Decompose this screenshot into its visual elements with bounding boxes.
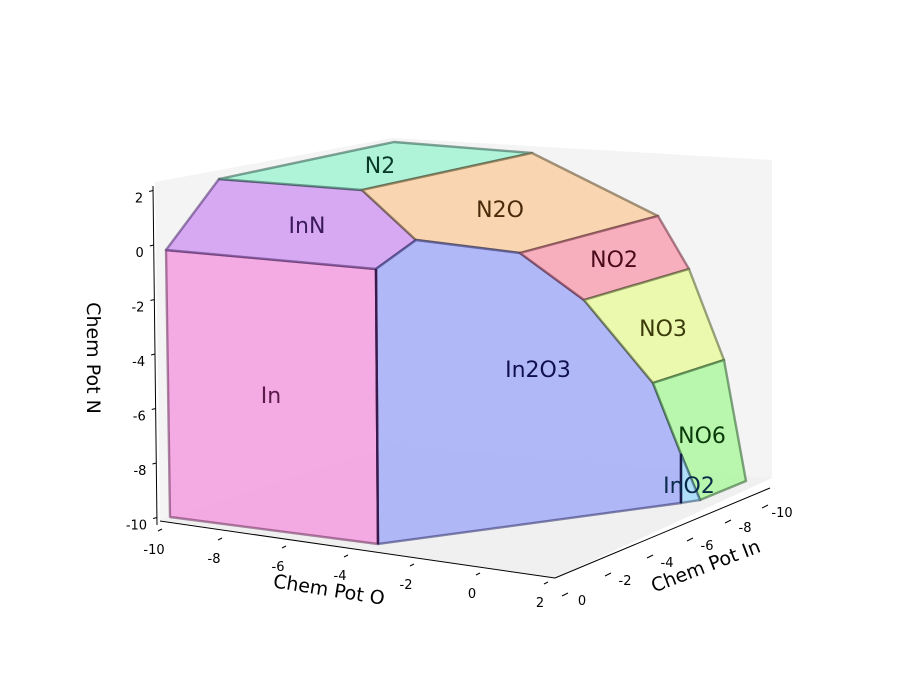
x-tick-label: -4	[661, 556, 674, 571]
region-label-n2: N2	[365, 154, 395, 179]
x-tick-label: -2	[619, 574, 632, 589]
x-tick-label: -10	[771, 506, 792, 521]
y-tick-mark	[157, 528, 163, 532]
y-tick-label: 0	[468, 587, 476, 602]
region-label-inn: InN	[289, 214, 326, 239]
x-axis-line	[554, 487, 771, 579]
y-tick-mark	[281, 545, 287, 549]
z-tick-label: -2	[131, 301, 144, 316]
front-edge	[374, 268, 380, 545]
y-tick-label: -2	[400, 578, 413, 593]
y-tick-label: -10	[143, 543, 164, 558]
region-faces	[164, 140, 748, 546]
z-tick-mark	[150, 353, 156, 356]
z-tick-mark	[152, 517, 158, 519]
y-tick-label: -6	[272, 560, 285, 575]
region-label-n2o: N2O	[476, 198, 524, 223]
region-labels: In InN N2 N2O In2O3 NO2 NO3 NO6 InO2	[261, 154, 726, 499]
region-label-no3: NO3	[639, 317, 687, 342]
z-tick-mark	[149, 244, 154, 247]
z-axis-line	[152, 185, 158, 526]
x-tick-mark	[686, 537, 694, 542]
y-axis-line	[159, 520, 556, 579]
y-tick-mark	[543, 581, 549, 585]
y-axis-label: Chem Pot O	[272, 570, 386, 609]
z-tick-mark	[152, 462, 157, 465]
x-tick-mark	[761, 504, 769, 509]
x-tick-mark	[646, 554, 654, 559]
z-tick-label: 0	[136, 246, 144, 261]
region-label-no2: NO2	[590, 248, 638, 273]
z-tick-label: 2	[135, 192, 143, 207]
z-tick-mark	[150, 299, 155, 301]
z-tick-mark	[149, 190, 154, 192]
z-tick-label: -4	[132, 355, 145, 370]
z-tick-label: -6	[133, 410, 146, 425]
z-tick-mark	[151, 408, 156, 410]
y-tick-label: 2	[536, 596, 544, 611]
region-label-ino2: InO2	[663, 474, 715, 499]
y-tick-label: -8	[208, 552, 221, 567]
z-axis-label: Chem Pot N	[82, 302, 104, 414]
y-tick-label: -4	[334, 569, 347, 584]
z-axis: -10 -8 -6 -4 -2 0 2 Chem Pot N	[82, 185, 158, 534]
region-face-no6	[651, 358, 748, 502]
region-label-no6: NO6	[678, 424, 726, 449]
x-tick-label: 0	[578, 594, 586, 609]
x-tick-mark	[604, 572, 612, 577]
x-tick-mark	[561, 592, 569, 597]
y-tick-mark	[409, 563, 415, 567]
y-tick-mark	[217, 537, 223, 541]
y-tick-mark	[343, 554, 349, 558]
x-tick-mark	[724, 519, 732, 524]
z-tick-label: -10	[126, 519, 147, 534]
x-tick-label: -6	[701, 539, 714, 554]
y-tick-mark	[475, 572, 481, 576]
region-label-in2o3: In2O3	[505, 358, 571, 383]
x-tick-label: -8	[739, 521, 752, 536]
region-label-in: In	[261, 384, 281, 409]
z-tick-label: -8	[133, 464, 146, 479]
